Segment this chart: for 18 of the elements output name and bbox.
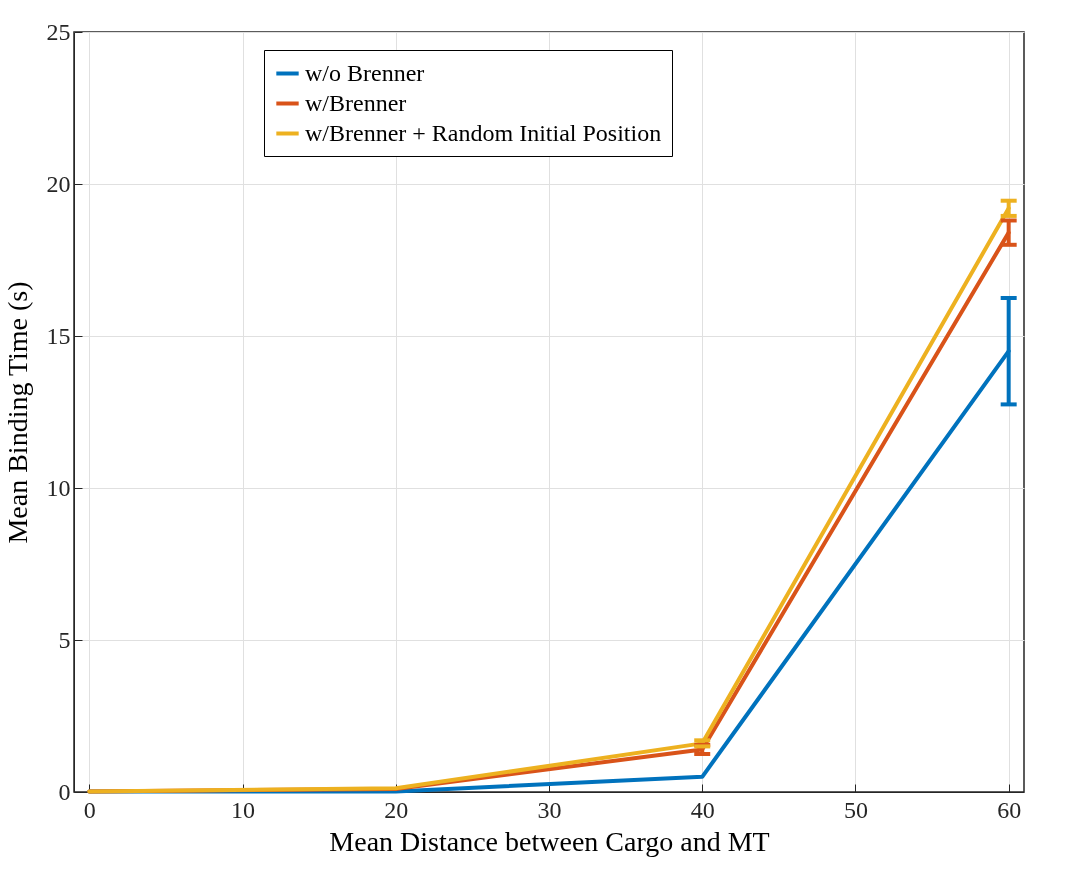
x-tick-label: 30 (537, 796, 562, 823)
x-tick-label: 50 (843, 796, 868, 823)
legend-label: w/o Brenner (305, 59, 425, 86)
x-tick-label: 20 (384, 796, 409, 823)
x-tick-label: 10 (231, 796, 256, 823)
y-tick-label: 15 (46, 322, 71, 349)
y-tick-label: 20 (46, 170, 71, 197)
y-tick-label: 0 (58, 778, 71, 805)
y-tick-label: 10 (46, 474, 71, 501)
x-axis-title: Mean Distance between Cargo and MT (329, 825, 770, 857)
x-tick-label: 0 (83, 796, 96, 823)
legend-label: w/Brenner (305, 89, 407, 116)
y-tick-label: 25 (46, 18, 71, 45)
y-axis-title: Mean Binding Time (s) (1, 281, 33, 544)
y-tick-label: 5 (58, 626, 71, 653)
x-tick-label: 40 (690, 796, 715, 823)
legend-label: w/Brenner + Random Initial Position (305, 119, 662, 146)
x-tick-label: 60 (997, 796, 1022, 823)
